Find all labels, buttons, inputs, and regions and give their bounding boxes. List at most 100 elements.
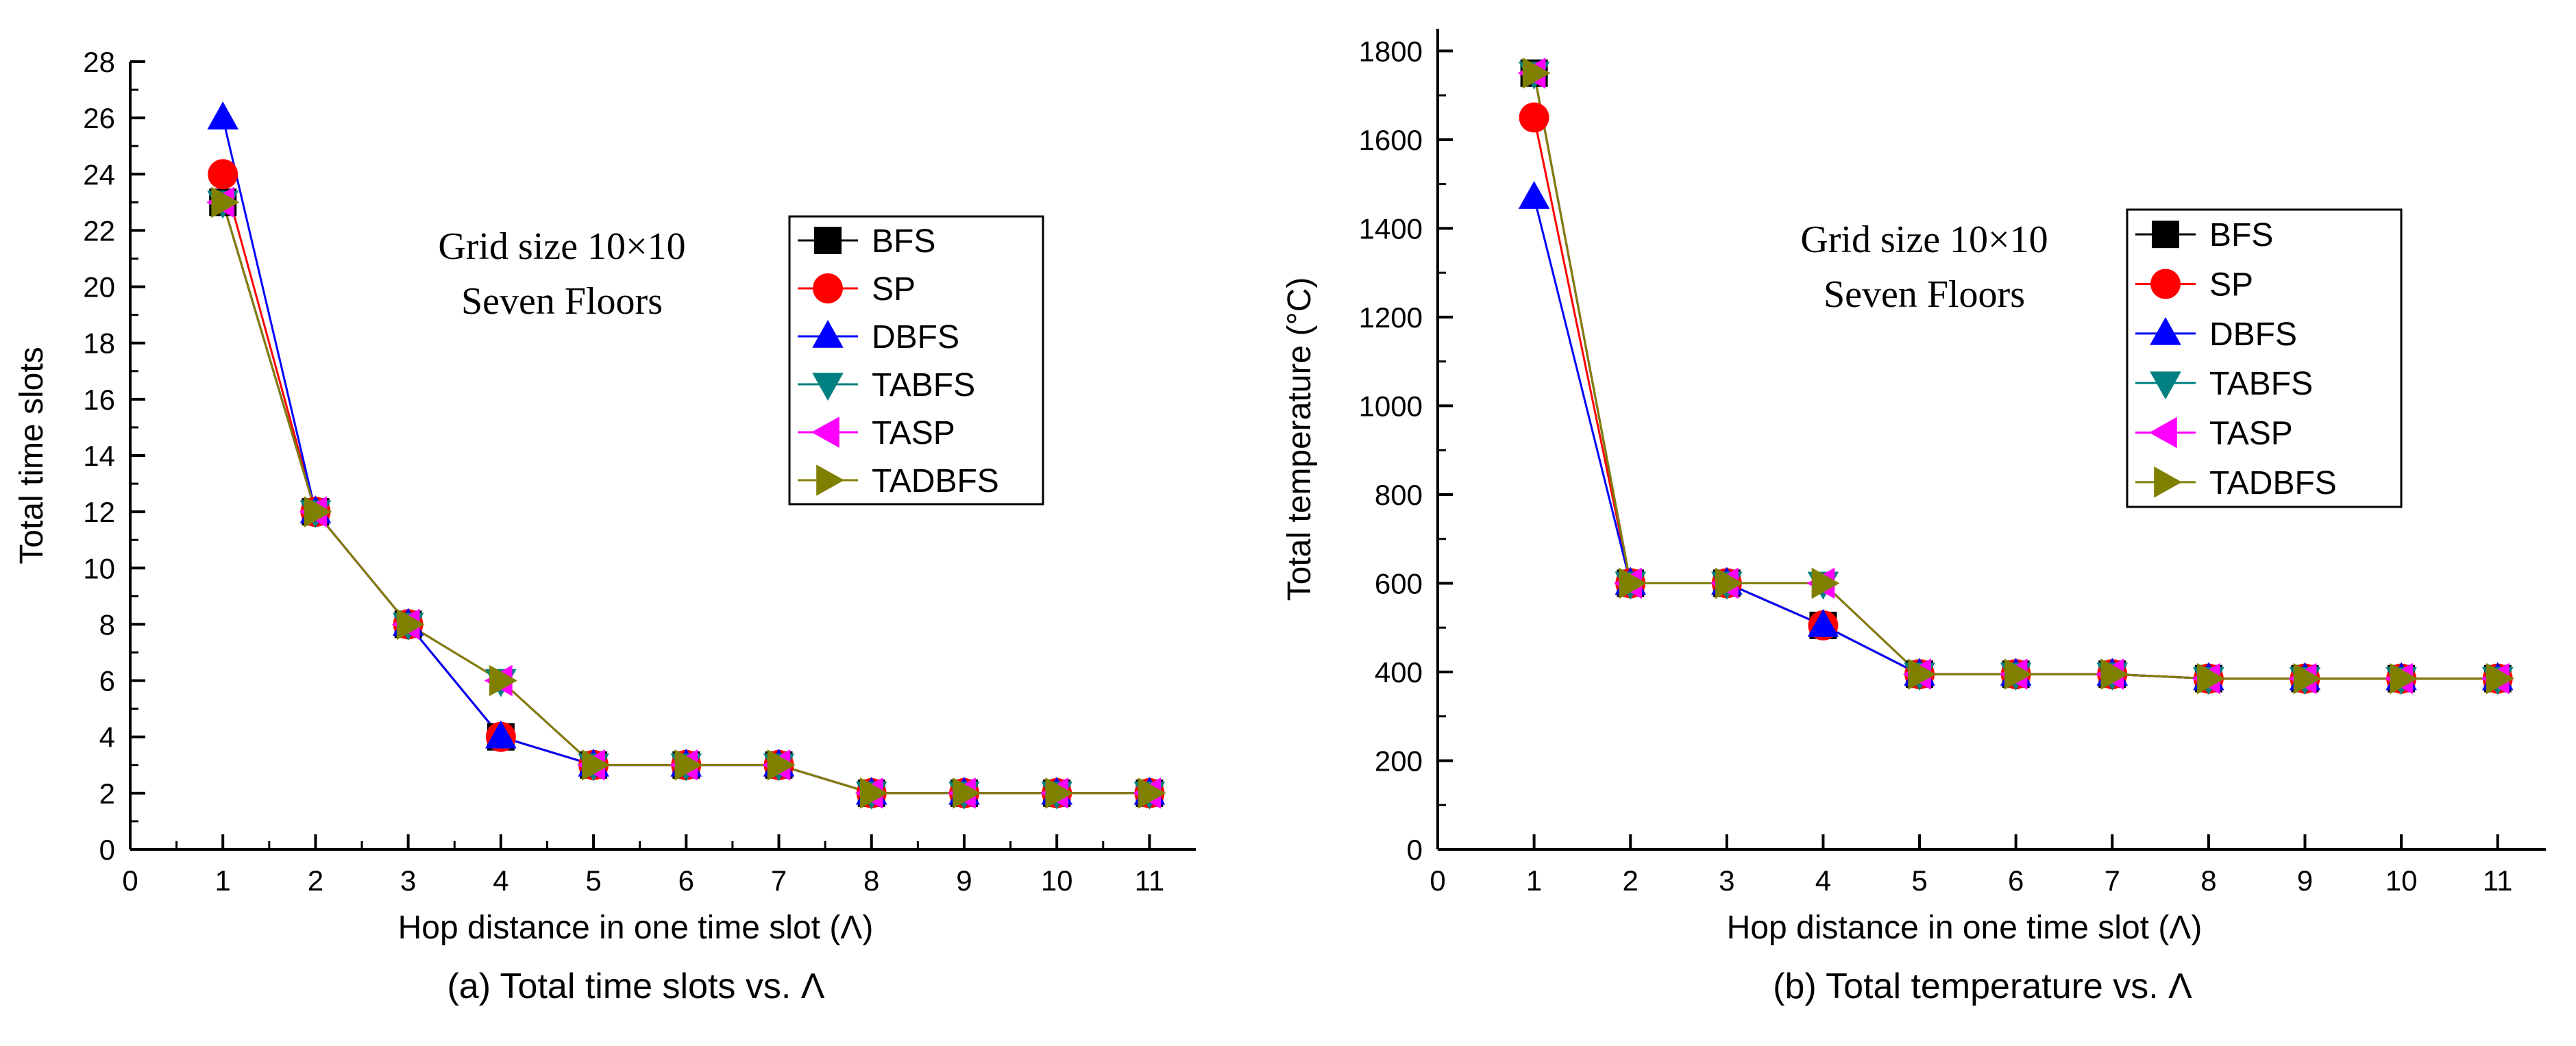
x-axis-title: Hop distance in one time slot (Λ) (398, 910, 874, 946)
x-tick-label: 2 (308, 864, 323, 897)
y-tick-label: 26 (83, 102, 115, 134)
x-tick-label: 0 (1430, 864, 1445, 897)
legend-label-tabfs: TABFS (2209, 366, 2313, 402)
y-tick-label: 1800 (1359, 35, 1423, 67)
legend-box (2126, 208, 2403, 508)
x-tick-label: 7 (771, 864, 787, 897)
x-tick-label: 10 (2385, 864, 2418, 897)
legend-marker-tadbfs (816, 464, 844, 496)
data-point-dbfs (1807, 608, 1839, 637)
y-tick-label: 28 (83, 46, 115, 78)
data-point-tadbfs (489, 664, 517, 697)
y-axis-title: Total temperature (°C) (1281, 277, 1318, 601)
y-tick-label: 18 (83, 327, 115, 360)
legend-marker-tabfs (2150, 371, 2181, 400)
legend-label-tadbfs: TADBFS (2209, 465, 2337, 501)
y-tick-label: 8 (99, 608, 115, 640)
legend-marker-tabfs (812, 373, 844, 401)
data-point-tadbfs (859, 777, 888, 809)
x-tick-label: 6 (2008, 864, 2024, 897)
x-tick-label: 8 (863, 864, 879, 897)
x-tick-label: 4 (493, 864, 508, 897)
y-tick-label: 16 (83, 384, 115, 416)
y-tick-label: 12 (83, 496, 115, 528)
data-point-tadbfs (304, 496, 332, 527)
data-point-dbfs (485, 720, 517, 749)
data-point-tadbfs (396, 608, 425, 640)
chart-caption: (b) Total temperature vs. Λ (1773, 967, 2192, 1006)
x-tick-label: 8 (2200, 864, 2216, 897)
legend-label-bfs: BFS (872, 223, 935, 260)
legend-marker-bfs (2152, 221, 2179, 249)
data-point-tadbfs (674, 749, 703, 781)
x-tick-label: 1 (215, 864, 231, 897)
legend-marker-tasp (811, 416, 839, 448)
y-tick-label: 24 (83, 158, 115, 190)
data-point-tadbfs (1522, 57, 1551, 89)
data-point-tadbfs (211, 186, 240, 219)
y-tick-label: 20 (83, 271, 115, 303)
legend-label-tasp: TASP (2209, 416, 2293, 452)
legend-label-dbfs: DBFS (872, 319, 959, 356)
data-point-sp (208, 159, 238, 190)
legend-marker-sp (2150, 269, 2181, 299)
data-point-tadbfs (1811, 567, 1840, 599)
x-tick-label: 3 (1719, 864, 1734, 897)
y-tick-label: 22 (83, 214, 115, 247)
legend-box (788, 215, 1044, 506)
legend-label-tabfs: TABFS (872, 367, 975, 403)
legend-label-tasp: TASP (872, 415, 955, 451)
data-point-tadbfs (2390, 662, 2418, 695)
y-axis-title: Total time slots (14, 347, 50, 564)
data-point-tadbfs (2486, 662, 2514, 695)
y-tick-label: 0 (99, 834, 115, 866)
x-tick-label: 9 (2297, 864, 2313, 897)
x-tick-label: 11 (1135, 864, 1165, 897)
legend-marker-dbfs (812, 320, 844, 348)
data-point-sp (1519, 102, 1549, 133)
annotation-floors: Seven Floors (1824, 273, 2025, 316)
legend-marker-tadbfs (2154, 466, 2182, 498)
x-tick-label: 1 (1526, 864, 1542, 897)
y-tick-label: 4 (99, 721, 115, 754)
data-point-tadbfs (2004, 658, 2033, 690)
data-point-tadbfs (582, 749, 611, 781)
x-tick-label: 3 (400, 864, 416, 897)
legend-label-tadbfs: TADBFS (872, 463, 999, 499)
y-tick-label: 1400 (1359, 212, 1423, 245)
data-point-dbfs (207, 101, 239, 129)
y-tick-label: 200 (1375, 745, 1423, 777)
data-point-dbfs (1518, 181, 1550, 209)
x-tick-label: 5 (1911, 864, 1927, 897)
x-tick-label: 2 (1623, 864, 1639, 897)
panel-b: 0 200 400 600 800 1000 1200 1400 1600 1800 0 1 2 3 4 5 6… (1281, 29, 2546, 1006)
y-tick-label: 14 (83, 440, 115, 472)
y-tick-label: 1000 (1359, 390, 1423, 422)
data-point-tadbfs (767, 749, 796, 781)
legend-label-sp: SP (2209, 267, 2253, 303)
x-tick-label: 11 (2483, 864, 2513, 897)
x-tick-label: 0 (122, 864, 138, 897)
y-tick-label: 6 (99, 665, 115, 697)
data-point-tadbfs (953, 777, 981, 809)
data-point-tadbfs (2197, 662, 2225, 695)
legend-label-bfs: BFS (2209, 217, 2273, 253)
annotation-grid-size: Grid size 10×10 (1800, 219, 2048, 261)
legend-marker-tasp (2149, 416, 2177, 449)
x-tick-label: 4 (1815, 864, 1831, 897)
x-tick-label: 10 (1041, 864, 1073, 897)
data-point-tadbfs (1619, 567, 1647, 599)
y-tick-label: 2 (99, 777, 115, 810)
data-point-tadbfs (1138, 777, 1166, 809)
x-tick-label: 5 (585, 864, 601, 897)
x-tick-label: 6 (678, 864, 694, 897)
data-point-tadbfs (1715, 567, 1743, 599)
x-axis-title: Hop distance in one time slot (Λ) (1727, 910, 2203, 946)
legend-label-sp: SP (872, 271, 916, 308)
legend-label-dbfs: DBFS (2209, 316, 2297, 353)
data-point-tadbfs (1908, 658, 1937, 690)
annotation-floors: Seven Floors (461, 280, 663, 323)
x-tick-label: 9 (956, 864, 972, 897)
